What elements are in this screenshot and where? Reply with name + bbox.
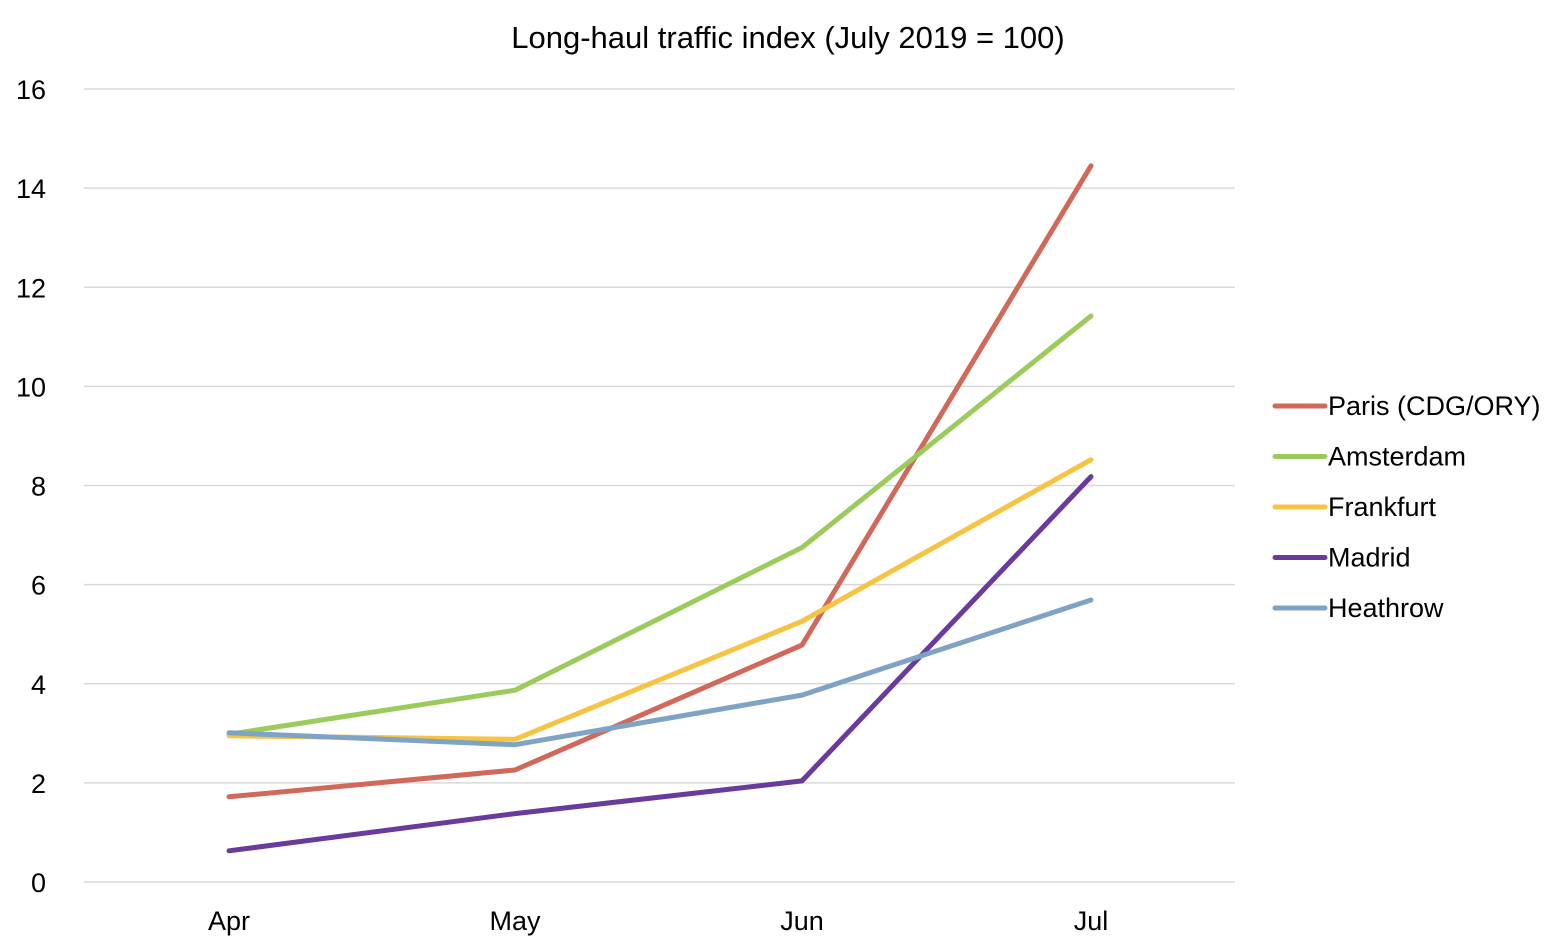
y-tick-label: 4: [31, 670, 46, 700]
y-tick-label: 10: [16, 372, 46, 402]
legend: Paris (CDG/ORY) Amsterdam Frankfurt Madrid H…: [1272, 391, 1541, 623]
legend-label-frankfurt: Frankfurt: [1328, 492, 1437, 522]
y-tick-label: 2: [31, 769, 46, 799]
y-tick-label: 6: [31, 571, 46, 601]
x-tick-label-jun: Jun: [780, 906, 824, 936]
x-tick-label-may: May: [489, 906, 541, 936]
y-tick-label: 0: [31, 868, 46, 898]
legend-label-paris-cdg-ory: Paris (CDG/ORY): [1328, 391, 1541, 421]
legend-label-madrid: Madrid: [1328, 543, 1411, 573]
x-tick-label-apr: Apr: [208, 906, 250, 936]
y-tick-label: 14: [16, 174, 46, 204]
y-axis-ticks: 0 2 4 6 8 10 12 14 16: [16, 75, 46, 898]
series-line-paris-cdg-ory: [226, 163, 1094, 800]
gridlines: [84, 88, 1235, 883]
series-line-frankfurt: [226, 457, 1094, 742]
legend-label-amsterdam: Amsterdam: [1328, 442, 1466, 472]
series-line-madrid: [226, 474, 1094, 854]
y-tick-label: 12: [16, 273, 46, 303]
y-tick-label: 16: [16, 75, 46, 105]
series-line-heathrow: [226, 597, 1094, 748]
chart-title: Long-haul traffic index (July 2019 = 100…: [511, 20, 1064, 55]
legend-label-heathrow: Heathrow: [1328, 593, 1444, 623]
y-tick-label: 8: [31, 472, 46, 502]
x-tick-label-jul: Jul: [1074, 906, 1109, 936]
series-line-amsterdam: [226, 313, 1094, 737]
series-lines: [226, 163, 1094, 854]
x-axis-ticks: Apr May Jun Jul: [208, 906, 1108, 936]
